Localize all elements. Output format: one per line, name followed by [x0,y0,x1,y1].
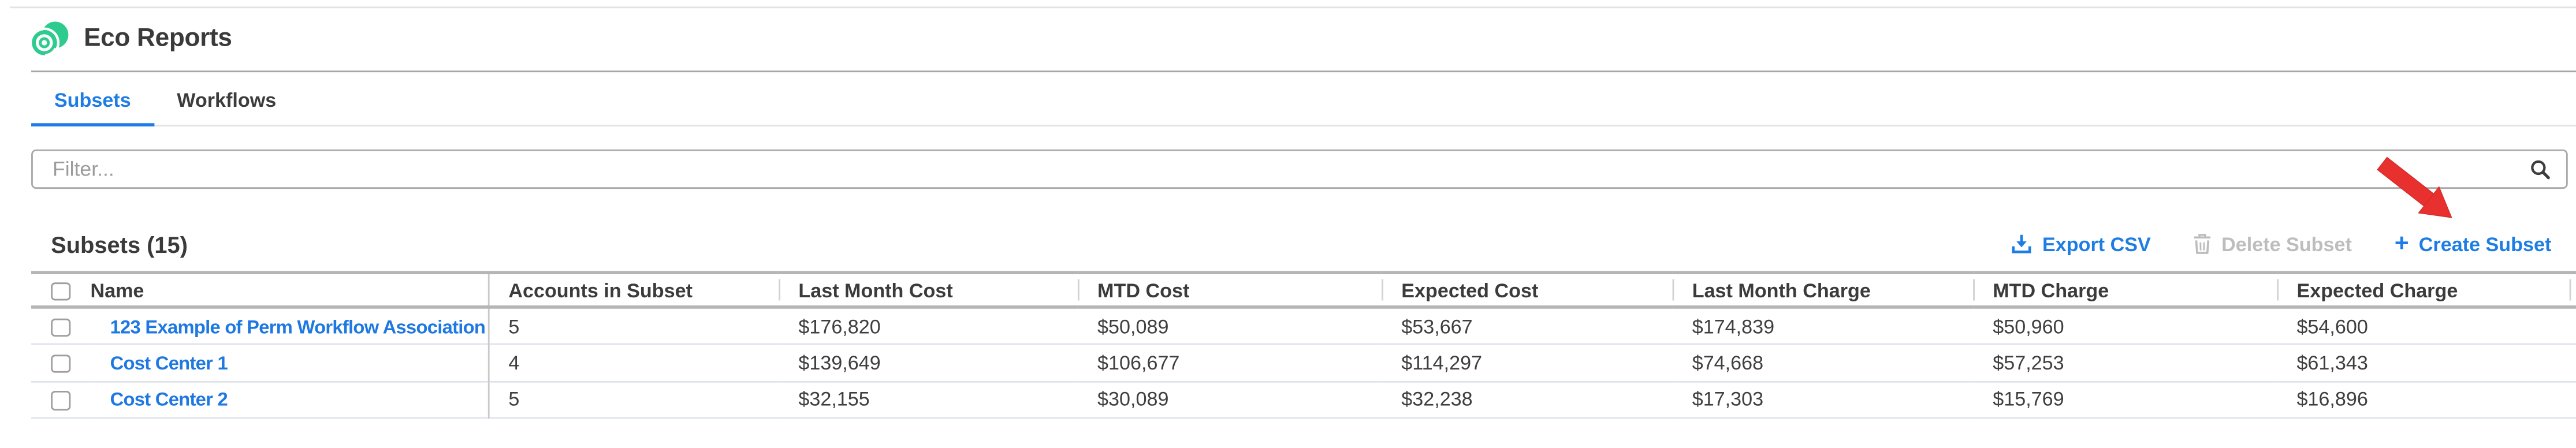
row-checkbox[interactable] [51,391,70,410]
cell-accounts-in-subset: 5 [487,307,779,344]
header-divider [31,70,2576,73]
select-all-checkbox[interactable] [51,282,70,301]
create-subset-label: Create Subset [2418,232,2552,256]
cell-last-month-charge: $17,303 [1692,387,1764,411]
cell-expected-cost: $32,238 [1401,387,1473,411]
column-header-mtd-cost[interactable]: MTD Cost [1077,272,1382,307]
action-buttons: Export CSV Delete Subset + Create Subset [2011,229,2552,257]
list-header-row: Subsets (15) Export CSV Delete Sub [31,229,2552,257]
cell-mtd-cost: $30,089 [1097,387,1169,411]
plus-icon: + [2394,229,2409,257]
filter-bar [31,149,2568,189]
create-subset-button[interactable]: + Create Subset [2394,229,2552,257]
cell-mtd-cost: $50,089 [1097,314,1169,338]
column-header-last-month-cost[interactable]: Last Month Cost [779,272,1078,307]
top-hairline [10,6,2576,9]
cell-expected-cost: $53,667 [1401,314,1473,338]
table-row: 123 Example of Perm Workflow Association… [31,307,2576,344]
cell-expected-charge: $16,896 [2296,387,2368,411]
cell-expected-charge: $54,600 [2296,314,2368,338]
table-header-row: Name Accounts in Subset Last Month Cost … [31,272,2576,307]
row-checkbox[interactable] [51,354,70,374]
export-csv-label: Export CSV [2042,232,2151,256]
cell-mtd-charge: $57,253 [1993,350,2064,374]
column-header-last-month-charge[interactable]: Last Month Charge [1672,272,1974,307]
column-header-name[interactable]: Name [90,278,144,301]
delete-subset-button[interactable]: Delete Subset [2194,232,2352,255]
column-header-expected-charge[interactable]: Expected Charge [2277,272,2576,307]
cell-mtd-cost: $106,677 [1097,350,1180,374]
column-header-accounts-in-subset[interactable]: Accounts in Subset [487,272,779,307]
filter-input[interactable] [31,149,2568,189]
subset-name-link[interactable]: 123 Example of Perm Workflow Association [110,318,486,338]
cell-mtd-charge: $15,769 [1993,387,2064,411]
tab-subsets[interactable]: Subsets [31,72,154,127]
table-row: Cost Center 1 4 $139,649 $106,677 $114,2… [31,344,2576,381]
download-icon [2012,234,2031,253]
eco-reports-logo-icon [31,21,69,58]
page-title: Eco Reports [84,24,232,53]
export-csv-button[interactable]: Export CSV [2011,232,2151,255]
cell-last-month-cost: $176,820 [798,314,881,338]
column-header-mtd-charge[interactable]: MTD Charge [1973,272,2277,307]
subset-name-link[interactable]: Cost Center 2 [110,391,228,411]
cell-expected-charge: $61,343 [2296,350,2368,374]
column-header-expected-cost[interactable]: Expected Cost [1382,272,1672,307]
trash-icon [2194,234,2211,254]
cell-last-month-charge: $174,839 [1692,314,1775,338]
subsets-table: Name Accounts in Subset Last Month Cost … [31,271,2576,419]
tab-workflows[interactable]: Workflows [177,88,277,112]
delete-subset-label: Delete Subset [2221,232,2352,256]
table-row: Cost Center 2 5 $32,155 $30,089 $32,238 … [31,380,2576,418]
tab-bar: Subsets Workflows [31,72,2576,127]
cell-last-month-cost: $32,155 [798,387,870,411]
search-icon[interactable] [2530,159,2551,181]
cell-accounts-in-subset: 5 [487,380,779,418]
cell-accounts-in-subset: 4 [487,344,779,381]
subsets-count-title: Subsets (15) [51,230,188,257]
cell-expected-cost: $114,297 [1401,350,1483,374]
app-header: Eco Reports [0,8,2576,70]
cell-last-month-cost: $139,649 [798,350,881,374]
subset-name-link[interactable]: Cost Center 1 [110,354,228,374]
cell-last-month-charge: $74,668 [1692,350,1764,374]
row-checkbox[interactable] [51,318,70,337]
cell-mtd-charge: $50,960 [1993,314,2064,338]
